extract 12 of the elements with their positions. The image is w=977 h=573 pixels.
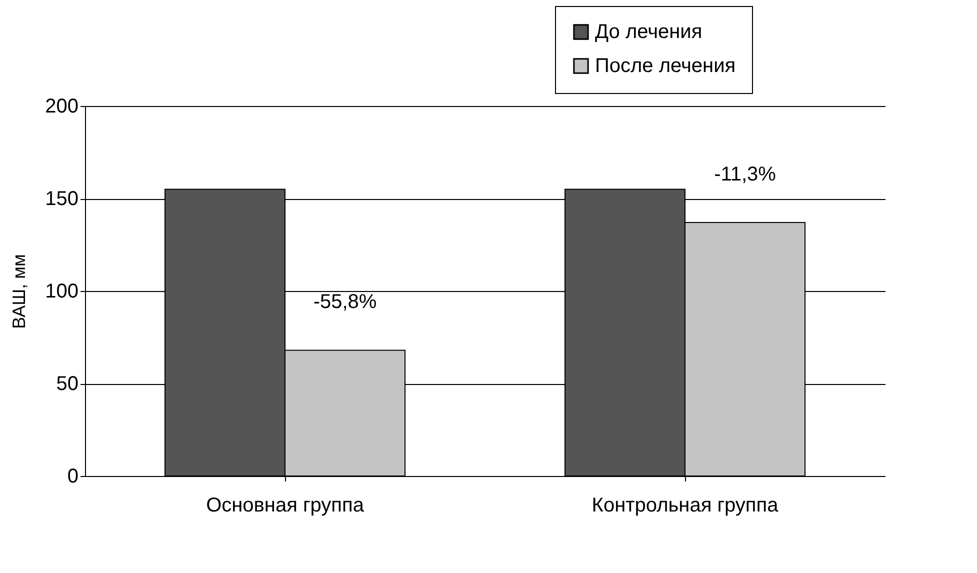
x-tick-label: Контрольная группа	[592, 494, 780, 516]
y-tick-label: 150	[45, 188, 78, 210]
y-axis-title: ВАШ, мм	[9, 254, 30, 329]
y-tick-label: 100	[45, 280, 78, 302]
y-tick-label: 200	[45, 96, 78, 118]
x-tick-label: Основная группа	[206, 494, 365, 516]
y-tick-label: 0	[67, 466, 78, 488]
y-tick-label: 50	[56, 373, 78, 395]
annotation: -11,3%	[714, 164, 776, 186]
legend-label: После лечения	[595, 55, 736, 77]
annotation: -55,8%	[313, 291, 377, 314]
legend-label: До лечения	[595, 21, 702, 43]
